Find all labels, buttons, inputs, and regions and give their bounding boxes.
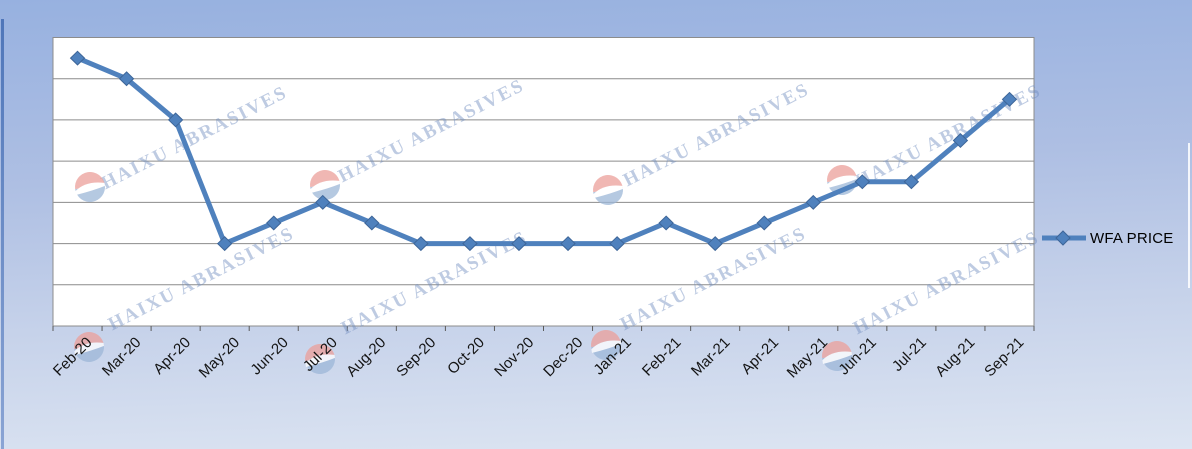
watermark-text: HAIXU ABRASIVES (105, 222, 298, 336)
watermark-logo-icon (593, 175, 623, 205)
legend-label: WFA PRICE (1090, 229, 1174, 247)
left-border-strip (1, 19, 4, 449)
x-axis-label: Mar-20 (98, 334, 145, 380)
x-axis-label: Feb-20 (49, 334, 96, 380)
data-point-marker (609, 236, 625, 252)
watermark-logo-icon (74, 332, 104, 362)
data-point-marker (854, 174, 871, 190)
x-axis-label: Dec-20 (539, 334, 587, 381)
series-line (76, 55, 1012, 247)
data-point-marker (756, 215, 772, 231)
x-axis-label: Aug-20 (343, 334, 390, 381)
x-axis-label: Nov-20 (490, 334, 537, 381)
x-axis-label: Jul-20 (299, 334, 341, 375)
x-axis-label: May-20 (195, 334, 243, 382)
x-axis-label: Jun-20 (247, 334, 292, 379)
data-point-marker (364, 215, 380, 231)
data-point-marker (216, 236, 233, 252)
data-point-marker (1001, 91, 1018, 107)
x-axis-label: Aug-21 (932, 334, 979, 381)
watermark-text: HAIXU ABRASIVES (852, 79, 1045, 193)
x-axis-label: Feb-21 (638, 334, 685, 380)
x-axis-label: Apr-21 (738, 334, 783, 378)
watermark-text: HAIXU ABRASIVES (617, 222, 810, 336)
data-point-marker (511, 236, 527, 252)
x-axis-label: Apr-20 (149, 334, 194, 378)
data-point-marker (69, 50, 86, 66)
data-point-marker (167, 112, 184, 128)
watermark-logo-icon (822, 341, 852, 371)
watermark-text: HAIXU ABRASIVES (850, 226, 1043, 340)
x-axis-label: Jul-21 (888, 334, 930, 375)
data-point-marker (413, 236, 429, 252)
data-point-marker (266, 215, 282, 231)
watermark-logo-icon (305, 344, 335, 374)
x-axis-label: Mar-21 (687, 334, 734, 380)
data-point-marker (805, 194, 821, 210)
x-axis-label: Sep-21 (981, 334, 1028, 381)
x-axis-label: Jan-21 (590, 334, 636, 379)
data-point-marker (707, 236, 723, 252)
watermark-text: HAIXU ABRASIVES (98, 81, 291, 195)
legend-line-marker-icon (1042, 230, 1086, 246)
x-axis-label: Jun-21 (835, 334, 881, 379)
watermark-logo-icon (591, 330, 621, 360)
data-point-marker (462, 236, 478, 252)
x-axis-label: May-21 (783, 334, 832, 382)
chart-legend: WFA PRICE (1041, 228, 1173, 248)
watermark-logo-icon (827, 165, 857, 195)
plot-border (52, 37, 1035, 327)
data-point-marker (658, 215, 674, 231)
data-point-marker (118, 71, 135, 87)
watermark-text: HAIXU ABRASIVES (620, 78, 813, 192)
data-point-marker (560, 236, 576, 252)
x-axis-label: Sep-20 (392, 334, 439, 381)
watermark-logo-icon (310, 170, 340, 200)
watermark-logo-icon (75, 172, 105, 202)
plot-area (53, 37, 1034, 326)
x-axis-label: Oct-20 (444, 334, 488, 378)
data-point-marker (903, 174, 920, 190)
right-edge-highlight (1188, 143, 1190, 288)
data-point-marker (315, 194, 331, 210)
watermark-text: HAIXU ABRASIVES (335, 74, 528, 188)
watermark-text: HAIXU ABRASIVES (338, 226, 531, 340)
data-point-marker (952, 133, 969, 149)
